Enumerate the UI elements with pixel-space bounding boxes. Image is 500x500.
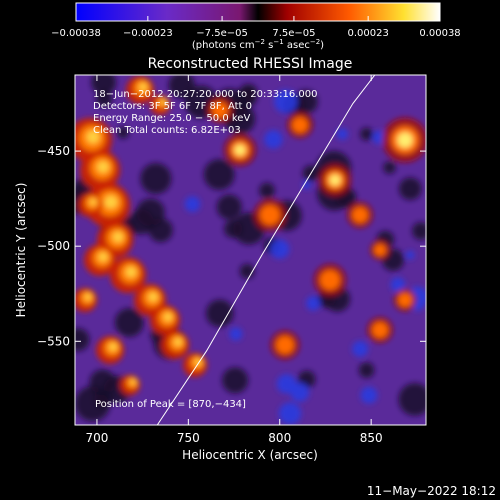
dark-region — [360, 127, 373, 141]
negative-region — [184, 196, 201, 212]
dark-region — [224, 219, 243, 238]
dark-region — [358, 362, 375, 378]
dark-region — [203, 159, 235, 190]
colorbar-tick-label: 7.5e−05 — [272, 28, 315, 39]
peak-position-label: Position of Peak = [870,−434] — [95, 399, 246, 410]
colorbar-tick-label: −7.5e−05 — [196, 28, 248, 39]
negative-region — [405, 250, 415, 260]
annotation-time-range: 18−Jun−2012 20:27:20.000 to 20:33:16.000 — [93, 89, 318, 100]
negative-region — [390, 277, 406, 292]
dark-region — [114, 308, 144, 337]
dark-region — [205, 299, 234, 328]
emission-peak — [397, 132, 413, 148]
solar-limb-line — [156, 75, 376, 425]
colorbar-tick-label: 0.00038 — [419, 28, 460, 39]
emission-core — [398, 293, 412, 307]
emission-peak — [104, 195, 118, 209]
y-axis-label: Heliocentric Y (arcsec) — [14, 183, 28, 318]
dark-region — [75, 328, 90, 352]
x-tick-label: 750 — [177, 431, 200, 445]
heatmap-image — [75, 75, 426, 425]
dark-region — [116, 126, 129, 139]
x-tick-label: 800 — [268, 431, 291, 445]
emission-core — [212, 102, 228, 118]
negative-region — [229, 327, 243, 341]
dark-region — [259, 182, 275, 199]
emission-peak — [84, 293, 92, 301]
y-tick-label: −550 — [37, 334, 70, 348]
dark-region — [399, 177, 422, 200]
emission-peak — [163, 312, 173, 322]
emission-peak — [89, 198, 97, 206]
negative-region — [273, 89, 298, 114]
emission-core — [372, 322, 388, 338]
emission-peak — [130, 379, 136, 385]
colorbar-tick-label: −0.00038 — [51, 28, 101, 39]
colorbar-ticks: −0.00038 −0.00023 −7.5e−05 7.5e−05 0.00023 0.… — [51, 16, 461, 39]
emission-peak — [125, 266, 137, 278]
emission-core — [320, 270, 340, 290]
emission-peak — [138, 82, 148, 92]
dark-region — [136, 198, 165, 227]
y-tick-label: −450 — [37, 144, 70, 158]
dark-region — [412, 222, 426, 240]
dark-region — [383, 161, 396, 174]
dark-region — [216, 194, 242, 220]
emission-core — [292, 117, 308, 133]
negative-region — [278, 402, 302, 425]
emission-core — [374, 244, 386, 256]
emission-core — [260, 205, 280, 225]
colorbar-bar — [75, 2, 441, 22]
negative-region — [276, 374, 297, 394]
emission-peak — [173, 337, 183, 347]
colorbar-tick-label: −0.00023 — [123, 28, 173, 39]
emission-peak — [108, 342, 118, 352]
emission-peak — [97, 161, 109, 173]
annotation-detectors: Detectors: 3F 5F 6F 7F 8F, Att 0 — [93, 101, 252, 112]
x-axis-label: Heliocentric X (arcsec) — [182, 448, 318, 462]
emission-peak — [148, 292, 158, 302]
render-timestamp: 11−May−2022 18:12 — [367, 484, 496, 498]
negative-region — [306, 296, 321, 311]
negative-region — [264, 130, 283, 149]
dark-region — [140, 163, 172, 195]
emission-peak — [160, 99, 166, 105]
negative-region — [360, 386, 378, 404]
dark-region — [398, 383, 426, 416]
chart-title: Reconstructed RHESSI Image — [148, 56, 353, 72]
emission-peak — [98, 252, 108, 262]
plot-frame — [74, 74, 427, 426]
emission-core — [352, 207, 368, 223]
axis-ticks: 700 750 800 850 −450 −500 −550 — [37, 75, 426, 445]
negative-region — [336, 128, 349, 140]
emission-regions — [75, 75, 426, 425]
dark-region — [91, 75, 117, 95]
negative-region — [352, 340, 369, 357]
emission-core — [276, 336, 294, 354]
observation-annotations: 18−Jun−2012 20:27:20.000 to 20:33:16.000… — [93, 89, 318, 136]
negative-region — [270, 239, 290, 259]
colorbar-tick-label: 0.00023 — [347, 28, 388, 39]
colorbar-unit-label: (photons cm−2 s−1 asec−2) — [192, 38, 324, 51]
emission-peak — [329, 174, 341, 186]
x-tick-label: 850 — [360, 431, 383, 445]
emission-peak — [112, 231, 124, 243]
x-tick-label: 700 — [85, 431, 108, 445]
y-tick-label: −500 — [37, 239, 70, 253]
dark-region — [236, 87, 257, 108]
dark-region — [95, 90, 113, 108]
annotation-energy-range: Energy Range: 25.0 − 50.0 keV — [93, 113, 250, 124]
emission-peak — [86, 130, 100, 144]
emission-peak — [234, 144, 246, 156]
annotation-clean-counts: Clean Total counts: 6.82E+03 — [93, 125, 241, 136]
dark-region — [222, 367, 249, 394]
colorbar: −0.00038 −0.00023 −7.5e−05 7.5e−05 0.00023 0.… — [51, 2, 461, 51]
